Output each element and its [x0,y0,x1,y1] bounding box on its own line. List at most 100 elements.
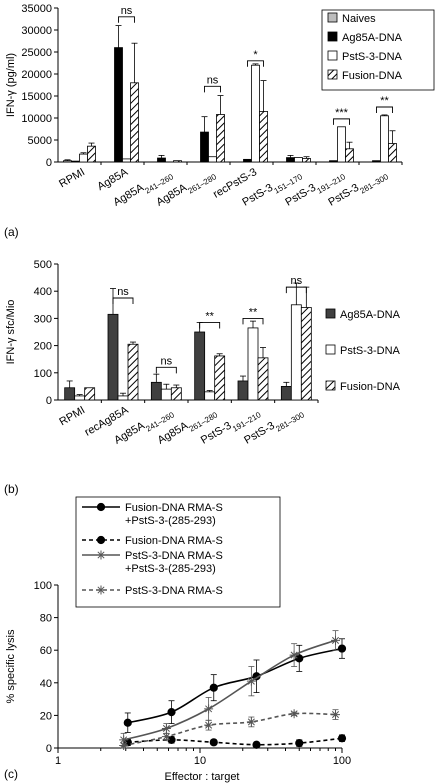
bar [247,327,259,401]
legend: Fusion-DNA RMA-S+PstS-3-(285-293)Fusion-… [75,496,281,608]
series [119,709,341,751]
y-tick-label: 100 [34,368,52,380]
data-point [331,635,341,645]
bar [257,357,269,401]
legend: Naives Ag85A-DNA PstS-3-DNA Fusion-DNA [321,9,435,91]
series-line [123,639,336,741]
bar [117,395,129,401]
bar [302,158,311,163]
data-point [337,734,347,743]
legend-swatch [327,12,338,23]
y-tick-label: 10000 [21,113,52,125]
bar [300,307,312,401]
x-tick-label: RPMI [57,166,87,190]
legend-swatch [325,344,336,355]
data-point [161,732,171,742]
data-point [209,738,218,747]
bar [372,160,381,163]
y-tick-label: 20000 [21,69,52,81]
legend-label: Fusion-DNA [342,70,403,82]
bar [71,160,80,163]
series [119,630,341,747]
bar [380,115,389,163]
legend-label: PstS-3-DNA [342,51,403,63]
bar [64,387,76,401]
bar [114,47,123,163]
panel-c-label: (c) [4,767,18,781]
legend-swatch [327,69,338,80]
bar [127,343,139,401]
data-point [96,585,106,595]
legend-swatch [325,308,336,319]
data-point [96,535,106,545]
significance-bracket [376,106,393,113]
data-point [167,708,176,717]
y-tick-label: 20 [40,710,52,722]
x-axis-label: Effector : target [164,771,239,783]
y-tick-label: 15000 [21,91,52,103]
significance-bracket [242,317,264,325]
series [123,638,347,733]
bar [160,388,172,401]
bar [194,331,206,401]
bar [329,160,338,163]
data-point [161,723,171,733]
data-point [289,650,299,660]
bar [79,153,88,163]
y-tick-label: 40 [40,678,52,690]
significance-label: ns [207,74,219,86]
data-point [119,735,129,745]
data-point [246,676,256,686]
legend-label: PstS-3-DNA RMA-S [125,585,223,597]
data-point [209,683,218,692]
data-point [96,502,106,512]
legend-swatch [325,380,336,391]
y-axis-label: IFN-γ (pg/ml) [5,53,17,117]
panel-c-lysis-line-chart: 0 20 40 60 80 100 1 10 100 Effector : target % spe… [5,496,351,783]
bar [237,380,249,401]
data-point [119,741,129,751]
bar [294,157,303,163]
y-axis-label: IFN-γ sfc/Mio [5,300,17,365]
significance-bracket [118,16,135,23]
y-tick-label: 400 [34,286,52,298]
legend-label: Ag85A-DNA [342,32,403,44]
significance-bracket [112,297,134,304]
bar [337,126,346,163]
bar [173,160,182,163]
data-point [295,654,304,663]
legend-label: +PstS-3-(285-293) [125,563,216,575]
bar [214,355,226,401]
x-tick-label: Ag85A261–280 [154,166,218,212]
bar [150,381,162,401]
data-point [204,720,214,730]
significance-bracket [199,322,221,329]
data-point [331,710,341,720]
significance-label: ** [205,310,214,322]
legend: Ag85A-DNA PstS-3-DNA Fusion-DNA [325,308,401,393]
y-tick-label: 100 [34,580,52,592]
legend-label: PstS-3-DNA [340,345,401,357]
legend-swatch [327,31,338,42]
significance-label: ns [161,355,173,367]
bar [208,156,217,163]
y-tick-label: 5000 [28,135,52,147]
legend-swatch [327,50,338,61]
bar [107,313,119,401]
x-tick-label: 100 [333,755,351,767]
series-line [127,647,343,724]
y-tick-label: 80 [40,613,52,625]
bar [157,157,166,163]
y-tick-label: 35000 [21,3,52,15]
y-tick-label: 0 [46,157,52,169]
bar [204,391,216,401]
bar [290,304,302,401]
x-tick-label: PstS-3281–300 [326,166,390,212]
data-point [337,644,347,653]
y-tick-label: 0 [46,395,52,407]
bar [200,131,209,163]
data-point [204,704,214,714]
x-tick-label: 10 [194,755,206,767]
